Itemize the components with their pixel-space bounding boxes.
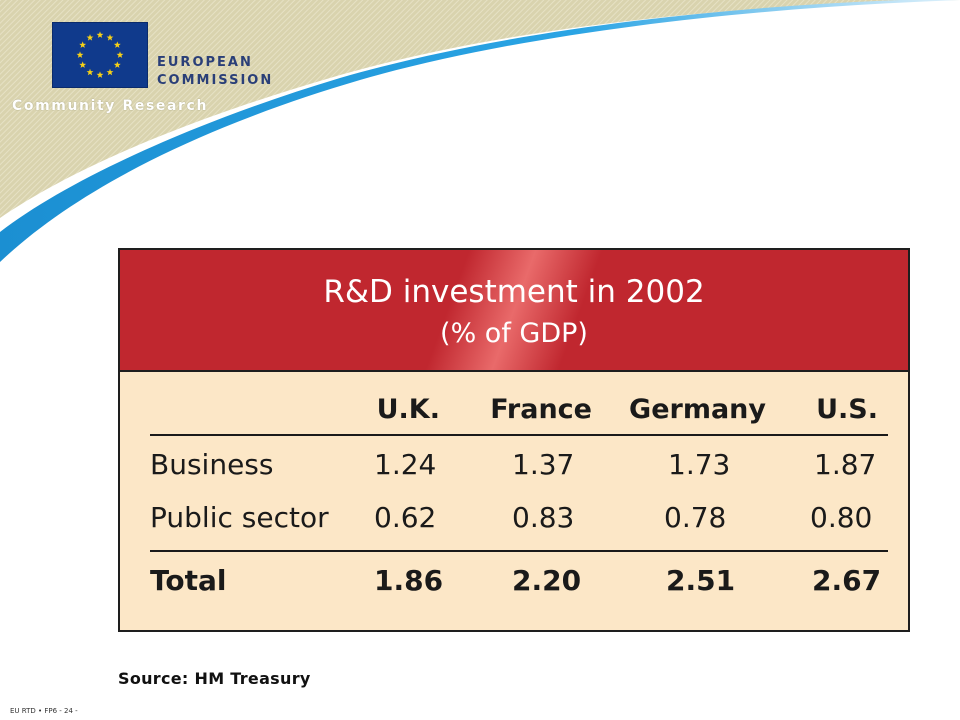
flag-star bbox=[116, 51, 124, 58]
source-note: Source: HM Treasury bbox=[118, 669, 311, 688]
total-rule bbox=[150, 550, 888, 552]
flag-star bbox=[86, 68, 94, 76]
organization-name: EUROPEAN COMMISSION bbox=[157, 54, 273, 90]
flag-star bbox=[96, 31, 104, 38]
eu-flag-icon bbox=[52, 22, 148, 88]
org-line-2: COMMISSION bbox=[157, 73, 274, 88]
row-label-business: Business bbox=[150, 448, 274, 481]
column-header-germany: Germany bbox=[629, 394, 766, 425]
column-header-france: France bbox=[490, 394, 592, 425]
header-background bbox=[0, 0, 960, 262]
cell-public-uk: 0.62 bbox=[374, 501, 437, 534]
cell-total-us: 2.67 bbox=[812, 564, 882, 597]
cell-business-us: 1.87 bbox=[814, 448, 877, 481]
org-line-1: EUROPEAN bbox=[157, 55, 253, 70]
cell-business-germany: 1.73 bbox=[668, 448, 731, 481]
table-header: R&D investment in 2002 (% of GDP) bbox=[120, 250, 908, 372]
flag-star bbox=[86, 34, 94, 41]
cell-public-germany: 0.78 bbox=[664, 501, 727, 534]
flag-star bbox=[113, 61, 121, 68]
flag-star bbox=[79, 41, 87, 48]
row-label-total: Total bbox=[150, 564, 227, 597]
cell-public-us: 0.80 bbox=[810, 501, 873, 534]
column-header-uk: U.K. bbox=[376, 394, 440, 425]
rd-investment-table: R&D investment in 2002 (% of GDP) U.K. F… bbox=[118, 248, 910, 632]
cell-total-germany: 2.51 bbox=[666, 564, 736, 597]
column-header-us: U.S. bbox=[816, 394, 878, 425]
flag-star bbox=[76, 51, 84, 58]
cell-public-france: 0.83 bbox=[512, 501, 575, 534]
table-title: R&D investment in 2002 bbox=[323, 274, 705, 310]
flag-star bbox=[79, 61, 87, 68]
flag-star bbox=[106, 34, 114, 41]
slide-footer: EU RTD • FP6 - 24 - bbox=[10, 707, 78, 715]
row-label-public-sector: Public sector bbox=[150, 501, 329, 534]
header-rule bbox=[150, 434, 888, 436]
cell-business-france: 1.37 bbox=[512, 448, 575, 481]
table-subtitle: (% of GDP) bbox=[440, 318, 588, 349]
flag-star bbox=[106, 68, 114, 76]
program-name: Community Research bbox=[12, 98, 209, 114]
flag-star bbox=[96, 71, 104, 78]
cell-business-uk: 1.24 bbox=[374, 448, 437, 481]
flag-star bbox=[113, 41, 121, 48]
cell-total-uk: 1.86 bbox=[374, 564, 444, 597]
cell-total-france: 2.20 bbox=[512, 564, 582, 597]
